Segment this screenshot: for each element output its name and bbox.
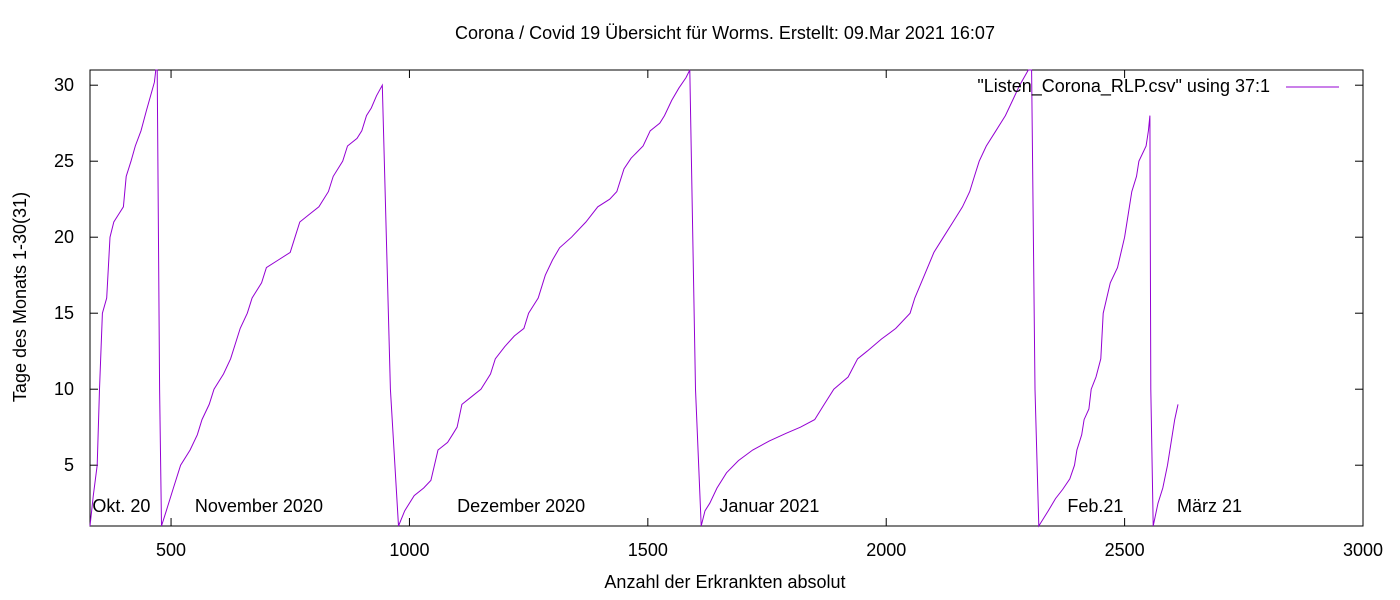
y-tick-label: 5: [64, 455, 74, 475]
y-axis-label: Tage des Monats 1-30(31): [10, 192, 30, 402]
chart-title: Corona / Covid 19 Übersicht für Worms. E…: [455, 23, 995, 43]
y-tick-label: 10: [54, 379, 74, 399]
month-label: Feb.21: [1067, 496, 1123, 516]
month-label: Dezember 2020: [457, 496, 585, 516]
plot-area-border: [89, 69, 1364, 527]
x-axis-label: Anzahl der Erkrankten absolut: [604, 572, 845, 592]
series-line: [89, 69, 1179, 528]
y-tick-label: 30: [54, 75, 74, 95]
x-tick-label: 3000: [1343, 540, 1383, 560]
legend: "Listen_Corona_RLP.csv" using 37:1: [977, 76, 1339, 97]
month-annotations: Okt. 20 November 2020 Dezember 2020 Januar …: [92, 496, 1242, 516]
y-tick-label: 25: [54, 151, 74, 171]
y-tick-label: 20: [54, 227, 74, 247]
x-tick-label: 1000: [389, 540, 429, 560]
x-tick-label: 500: [156, 540, 186, 560]
month-label: März 21: [1177, 496, 1242, 516]
x-tick-label: 2000: [866, 540, 906, 560]
axis-ticks: 500 1000 1500 2000 2500 3000 5 10 15 20 25 30: [54, 70, 1383, 560]
month-label: Januar 2021: [719, 496, 819, 516]
x-tick-label: 2500: [1105, 540, 1145, 560]
month-label: Okt. 20: [92, 496, 150, 516]
series-group: [89, 69, 1179, 528]
month-label: November 2020: [195, 496, 323, 516]
x-tick-label: 1500: [628, 540, 668, 560]
y-tick-label: 15: [54, 303, 74, 323]
legend-label: "Listen_Corona_RLP.csv" using 37:1: [977, 76, 1270, 97]
